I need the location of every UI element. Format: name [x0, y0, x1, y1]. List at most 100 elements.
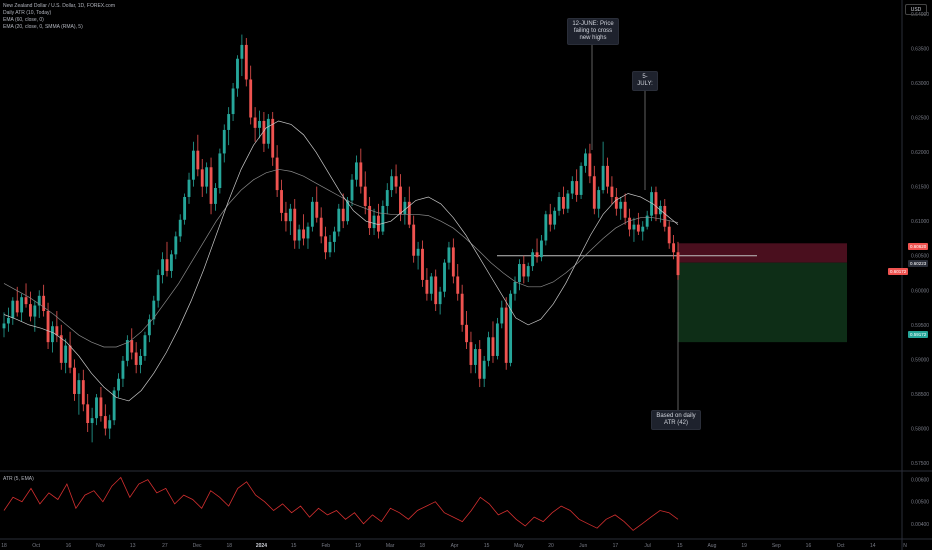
price-axis-label: 0.62000 [911, 150, 929, 156]
candle [650, 186, 654, 222]
candle [55, 311, 59, 343]
candle-body [412, 224, 416, 256]
candle [108, 414, 112, 439]
time-axis-label: Jul [644, 543, 650, 549]
candle [636, 212, 640, 235]
candle-body [42, 295, 46, 312]
candle-body [592, 176, 596, 209]
ema-60-line [3, 168, 679, 348]
indicator-atr[interactable]: Daily ATR (10, Today) [3, 10, 52, 16]
candle [258, 110, 261, 139]
candle-body [491, 337, 495, 356]
candle-body [231, 88, 235, 115]
candle [416, 241, 420, 270]
candle [205, 162, 209, 194]
candle [200, 158, 204, 197]
candle [597, 186, 601, 218]
atr-axis-label: 0.00600 [911, 478, 929, 484]
currency-button[interactable]: USD [905, 4, 927, 15]
candle-body [297, 229, 301, 241]
candle-body [227, 114, 231, 130]
candle [73, 359, 76, 401]
time-axis-label: Mar [386, 543, 395, 549]
annotation-atr[interactable]: Based on daily ATR (42) [651, 410, 701, 430]
candle [535, 238, 539, 263]
candle-body [434, 276, 438, 305]
candle [117, 373, 120, 398]
candle [121, 355, 125, 388]
candle [438, 286, 442, 315]
price-axis-label: 0.58000 [911, 427, 929, 433]
candle-body [280, 190, 283, 213]
candle-body [575, 181, 579, 195]
candle [68, 331, 72, 374]
candle [130, 328, 134, 360]
stop-loss-zone [678, 243, 847, 263]
take-profit-zone [678, 262, 847, 343]
candle [42, 284, 46, 317]
candle [328, 235, 332, 258]
candle-body [517, 264, 521, 282]
candle [77, 373, 81, 415]
candle-body [509, 293, 513, 363]
time-axis-label: N [903, 543, 907, 549]
time-axis-label: 16 [66, 543, 72, 549]
time-axis-label: 2024 [256, 543, 267, 549]
candle-body [381, 205, 385, 232]
candle [522, 255, 526, 284]
candle [606, 157, 609, 194]
candle-body [540, 240, 543, 258]
time-axis-label: May [514, 543, 524, 549]
candle [90, 407, 94, 443]
candle [20, 293, 24, 322]
candle-body [584, 153, 587, 166]
candle-body [112, 390, 116, 421]
candle-body [240, 44, 244, 59]
candle [103, 404, 107, 436]
candle [302, 214, 305, 246]
candle-body [610, 186, 614, 197]
candle [244, 38, 248, 87]
candle [531, 248, 535, 271]
candle [99, 387, 103, 422]
candle [447, 241, 451, 270]
candle [465, 311, 468, 350]
candle-body [310, 201, 314, 227]
candle [249, 65, 253, 125]
candle-body [363, 186, 367, 206]
entry-price-tag: 0.60223 [908, 260, 929, 267]
candle [654, 186, 658, 222]
candle [672, 235, 676, 260]
indicator-ema-20[interactable]: EMA (20, close, 0, SMMA (RMA), 5) [3, 24, 83, 30]
candle [425, 268, 429, 301]
candle-body [513, 282, 517, 294]
candle-body [628, 217, 631, 230]
candle-body [209, 167, 213, 204]
candle [443, 259, 446, 298]
candle [407, 186, 411, 229]
candle [337, 203, 341, 237]
candle-body [570, 181, 574, 194]
candle-body [654, 192, 658, 215]
candle [359, 148, 363, 194]
time-axis-label: Oct [32, 543, 40, 549]
candle [434, 269, 438, 312]
atr-legend[interactable]: ATR (5, EMA) [3, 476, 34, 482]
price-axis-label: 0.58500 [911, 392, 929, 398]
annotation-june[interactable]: 12-JUNE: Price failing to cross new high… [567, 18, 619, 45]
candle-body [337, 208, 341, 232]
time-axis-label: Oct [837, 543, 845, 549]
candle-body [143, 335, 147, 356]
candle [482, 355, 486, 388]
stop-price-tag: 0.60620 [908, 243, 929, 250]
symbol-title[interactable]: New Zealand Dollar / U.S. Dollar, 1D, FO… [3, 3, 115, 9]
price-axis-label: 0.59000 [911, 357, 929, 363]
candle-body [95, 397, 98, 419]
price-axis-label: 0.57500 [911, 461, 929, 467]
candle-body [447, 247, 451, 263]
price-axis-label: 0.61500 [911, 185, 929, 191]
candle [491, 321, 495, 363]
target-price-tag: 0.59172 [908, 331, 929, 338]
annotation-july[interactable]: 5-JULY: [632, 71, 658, 91]
indicator-ema-60[interactable]: EMA (60, close, 0) [3, 17, 44, 23]
